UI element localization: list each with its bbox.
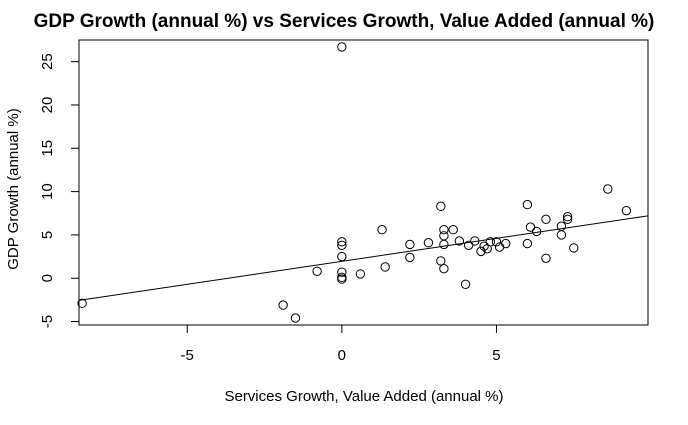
chart-title: GDP Growth (annual %) vs Services Growth… (34, 11, 655, 32)
data-point (569, 243, 579, 253)
data-point (491, 237, 502, 247)
y-tick-label: 25 (39, 53, 56, 70)
data-point (337, 251, 347, 262)
data-points (77, 42, 632, 323)
data-point (522, 238, 533, 249)
data-point (479, 241, 489, 251)
data-point (541, 214, 551, 225)
data-point (423, 238, 434, 248)
data-point (290, 313, 301, 323)
data-point (556, 221, 567, 231)
data-point (439, 239, 449, 250)
x-axis: -5 0 5 (181, 324, 501, 364)
data-point (501, 238, 511, 249)
data-point (522, 199, 533, 210)
data-point (355, 269, 366, 279)
x-tick-label: 0 (338, 347, 346, 364)
data-point (278, 300, 288, 310)
y-tick-label: 20 (39, 97, 56, 114)
plot-frame (78, 39, 649, 326)
data-point (436, 256, 446, 266)
data-point (77, 298, 87, 309)
y-tick-label: 0 (39, 274, 56, 282)
data-point (460, 279, 471, 289)
data-point (562, 212, 573, 222)
regression-line-group (79, 215, 648, 301)
data-point (405, 252, 415, 263)
y-tick-label: 15 (39, 140, 56, 157)
data-point (448, 225, 458, 235)
data-point (405, 239, 415, 250)
data-point (470, 236, 480, 246)
data-point (556, 230, 567, 240)
data-point (463, 240, 474, 251)
data-point (312, 266, 322, 276)
data-point (476, 246, 486, 257)
data-point (531, 226, 542, 237)
data-point (603, 184, 613, 194)
x-tick-label: 5 (492, 347, 500, 364)
data-point (337, 274, 347, 284)
y-axis: -5 0 5 10 15 20 25 (39, 53, 80, 328)
data-point (525, 222, 536, 232)
data-point (439, 231, 449, 241)
x-axis-label: Services Growth, Value Added (annual %) (224, 388, 503, 405)
data-point (337, 267, 347, 277)
data-point (337, 237, 347, 247)
y-tick-label: 10 (39, 183, 56, 200)
y-tick-label: 5 (39, 231, 56, 239)
y-tick-label: -5 (39, 315, 56, 328)
y-axis-label: GDP Growth (annual %) (5, 108, 22, 269)
data-point (562, 214, 573, 225)
data-point (439, 225, 449, 235)
data-point (380, 262, 390, 272)
data-point (454, 236, 465, 246)
regression-line (79, 215, 648, 301)
data-point (621, 205, 632, 216)
data-point (541, 253, 551, 263)
data-point (436, 201, 446, 212)
plot-area (77, 42, 648, 323)
data-point (439, 263, 449, 274)
data-point (485, 237, 495, 247)
x-tick-label: -5 (181, 347, 194, 364)
data-point (337, 42, 347, 52)
data-point (377, 225, 387, 235)
data-point (337, 240, 347, 251)
